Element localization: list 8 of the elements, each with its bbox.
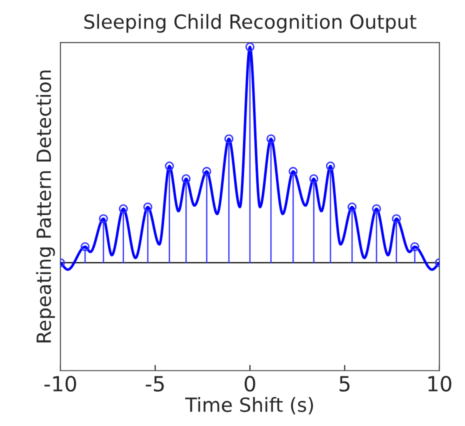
x-tick-label: 5 <box>340 376 350 392</box>
x-tick-label: -5 <box>146 376 164 392</box>
x-tick-label: 0 <box>244 376 256 392</box>
x-tick-label: 10 <box>428 376 452 392</box>
y-axis-title: Repeating Pattern Detection <box>36 70 55 342</box>
chart-title: Sleeping Child Recognition Output <box>84 14 416 33</box>
x-axis-title: Time Shift (s) <box>185 397 313 414</box>
x-tick-label: -10 <box>44 376 76 392</box>
